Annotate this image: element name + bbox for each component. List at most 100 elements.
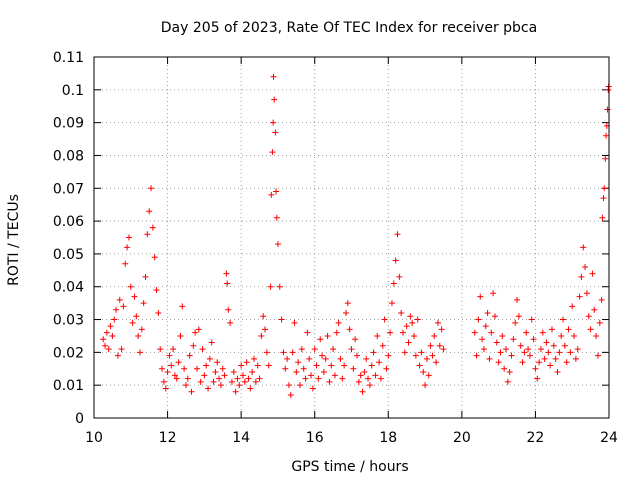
- data-point: [243, 359, 250, 366]
- data-point: [256, 375, 263, 382]
- data-point: [214, 359, 221, 366]
- data-point: [239, 372, 246, 379]
- data-point: [388, 300, 395, 307]
- data-point: [300, 365, 307, 372]
- data-point: [168, 362, 175, 369]
- data-point: [539, 329, 546, 336]
- data-point: [366, 382, 373, 389]
- data-point: [490, 290, 497, 297]
- data-point: [374, 332, 381, 339]
- data-point: [317, 336, 324, 343]
- data-point: [381, 316, 388, 323]
- data-point: [236, 382, 243, 389]
- data-point: [368, 362, 375, 369]
- y-tick-label: 0.04: [53, 280, 84, 296]
- data-point: [403, 323, 410, 330]
- data-point: [335, 319, 342, 326]
- data-point: [333, 329, 340, 336]
- data-point: [251, 355, 258, 362]
- data-point: [201, 372, 208, 379]
- data-point: [203, 362, 210, 369]
- data-point: [558, 332, 565, 339]
- data-point: [232, 388, 239, 395]
- data-point: [230, 369, 237, 376]
- data-point: [495, 359, 502, 366]
- data-point: [102, 342, 109, 349]
- data-point: [127, 283, 134, 290]
- data-point: [254, 362, 261, 369]
- data-point: [138, 326, 145, 333]
- y-tick-label: 0.01: [53, 378, 84, 394]
- data-point: [501, 365, 508, 372]
- data-point: [219, 365, 226, 372]
- data-point: [144, 231, 151, 238]
- data-point: [517, 342, 524, 349]
- data-point: [392, 257, 399, 264]
- y-tick-label: 0.1: [62, 83, 84, 99]
- data-point: [120, 303, 127, 310]
- data-point: [267, 283, 274, 290]
- data-point: [129, 319, 136, 326]
- data-point: [603, 132, 610, 139]
- data-point: [506, 369, 513, 376]
- data-point: [270, 73, 277, 80]
- data-point: [118, 346, 125, 353]
- data-point: [155, 309, 162, 316]
- data-point: [272, 129, 279, 136]
- data-point: [477, 293, 484, 300]
- data-point: [508, 352, 515, 359]
- data-point: [552, 355, 559, 362]
- data-point: [260, 313, 267, 320]
- data-point: [440, 346, 447, 353]
- data-point: [521, 349, 528, 356]
- data-point: [227, 319, 234, 326]
- data-point: [206, 355, 213, 362]
- data-point: [270, 119, 277, 126]
- data-point: [425, 372, 432, 379]
- data-point: [578, 273, 585, 280]
- data-point: [359, 388, 366, 395]
- data-point: [319, 352, 326, 359]
- data-point: [166, 352, 173, 359]
- data-point: [273, 188, 280, 195]
- data-point: [324, 332, 331, 339]
- data-point: [370, 349, 377, 356]
- data-point: [285, 382, 292, 389]
- data-point: [377, 375, 384, 382]
- data-point: [585, 313, 592, 320]
- data-point: [258, 332, 265, 339]
- data-point: [409, 319, 416, 326]
- data-point: [601, 185, 608, 192]
- data-point: [151, 254, 158, 261]
- x-axis-label: GPS time / hours: [291, 459, 408, 475]
- data-point: [600, 195, 607, 202]
- data-point: [241, 378, 248, 385]
- data-point: [111, 316, 118, 323]
- data-point: [407, 313, 414, 320]
- data-point: [274, 241, 281, 248]
- data-point: [322, 355, 329, 362]
- data-point: [434, 319, 441, 326]
- data-point: [512, 319, 519, 326]
- data-point: [124, 244, 131, 251]
- data-point: [572, 355, 579, 362]
- data-point: [182, 382, 189, 389]
- data-point: [355, 378, 362, 385]
- data-point: [216, 375, 223, 382]
- data-point: [596, 319, 603, 326]
- data-point: [131, 293, 138, 300]
- data-point: [179, 303, 186, 310]
- data-point: [365, 375, 372, 382]
- data-point: [593, 332, 600, 339]
- data-point: [550, 342, 557, 349]
- data-point: [534, 375, 541, 382]
- data-point: [541, 355, 548, 362]
- data-point: [297, 382, 303, 389]
- data-point: [133, 313, 140, 320]
- data-point: [330, 346, 337, 353]
- data-point: [337, 355, 344, 362]
- data-point: [536, 359, 543, 366]
- data-point: [519, 359, 526, 366]
- data-point: [372, 372, 379, 379]
- data-point: [486, 355, 493, 362]
